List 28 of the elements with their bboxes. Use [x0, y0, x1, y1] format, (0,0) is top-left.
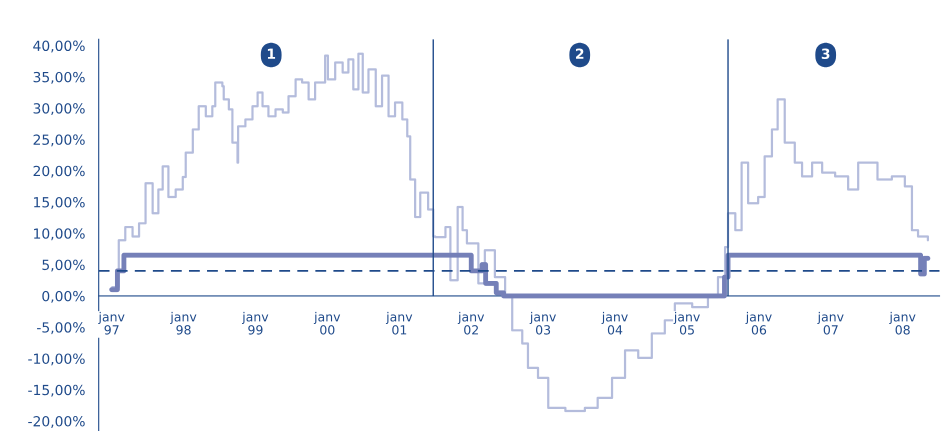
y-tick-label: -10,00% [28, 353, 85, 366]
y-tick-label: -5,00% [37, 322, 85, 334]
x-tick-label: janv 97 [98, 312, 125, 335]
y-tick-label: 0,00% [42, 290, 85, 303]
y-tick-label: -15,00% [28, 384, 85, 397]
x-tick-label: janv 08 [889, 312, 916, 335]
y-tick-label: 25,00% [34, 134, 85, 146]
x-tick-label: janv 99 [242, 312, 268, 335]
x-tick-label: janv 02 [458, 312, 484, 335]
y-tick-label: 30,00% [34, 103, 85, 116]
x-tick-label: janv 04 [602, 312, 628, 335]
x-tick-label: janv 06 [745, 312, 772, 335]
y-tick-label: 10,00% [34, 228, 85, 240]
y-tick-label: 15,00% [34, 197, 85, 209]
y-tick-label: 35,00% [34, 72, 85, 84]
y-tick-label: 5,00% [42, 260, 85, 272]
annotation: 1 [268, 48, 276, 59]
x-tick-label: janv 00 [314, 312, 340, 335]
annotation: 2 [576, 48, 584, 59]
x-tick-label: janv 03 [530, 312, 556, 335]
y-tick-label: 40,00% [33, 40, 85, 52]
x-tick-label: janv 98 [170, 312, 196, 335]
x-tick-label: janv 05 [674, 312, 700, 335]
x-tick-label: janv 01 [386, 312, 412, 335]
y-tick-label: -20,00% [28, 416, 85, 428]
x-tick-label: janv 07 [817, 312, 844, 335]
annotation: 3 [822, 48, 830, 60]
y-tick-label: 20,00% [34, 166, 85, 178]
